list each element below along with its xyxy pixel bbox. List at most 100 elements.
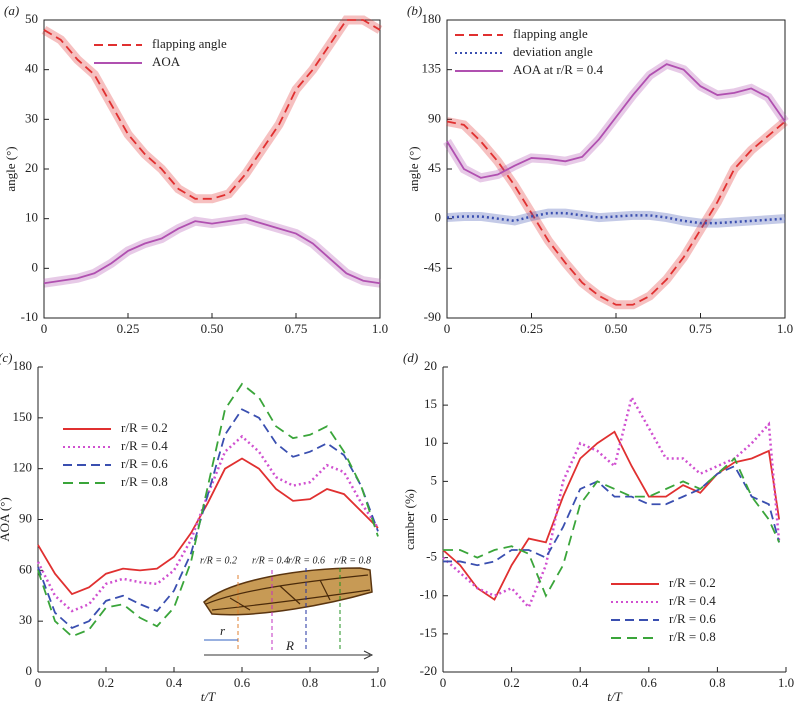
y-tick-label: -45	[424, 259, 441, 274]
x-axis-label: t/T	[607, 689, 622, 704]
x-tick-label: 0.75	[285, 321, 308, 336]
legend-label: r/R = 0.6	[121, 456, 168, 471]
y-tick-label: 5	[431, 472, 438, 487]
legend-label: AOA	[152, 54, 181, 69]
legend-label: AOA at r/R = 0.4	[513, 62, 604, 77]
y-tick-label: 0	[435, 210, 442, 225]
x-tick-label: 0	[41, 321, 48, 336]
x-tick-label: 0.25	[117, 321, 140, 336]
y-tick-label: 135	[422, 61, 442, 76]
annotation: r/R = 0.6	[288, 555, 325, 566]
x-tick-label: 1.0	[777, 321, 793, 336]
wing-vein	[205, 574, 371, 611]
legend-label: deviation angle	[513, 44, 593, 59]
y-tick-label: 10	[25, 210, 38, 225]
wing-inset: r/R = 0.2 r/R = 0.4 r/R = 0.6 r/R = 0.8 …	[200, 555, 374, 660]
series-line	[442, 430, 781, 601]
y-tick-label: 0	[32, 259, 39, 274]
x-tick-label: 0	[444, 321, 451, 336]
panel-label: (b)	[407, 3, 422, 18]
panel-label: (c)	[0, 350, 12, 365]
series-line	[37, 382, 379, 638]
legend-label: flapping angle	[513, 26, 588, 41]
x-tick-label: 0.75	[689, 321, 712, 336]
series-line	[43, 19, 381, 200]
x-tick-label: 0.6	[234, 675, 251, 690]
y-tick-label: -5	[426, 549, 437, 564]
series-line	[37, 408, 379, 629]
annotation: r	[220, 623, 226, 638]
series-line	[446, 211, 786, 225]
x-tick-label: 0.50	[201, 321, 224, 336]
y-tick-label: 20	[25, 160, 38, 175]
y-tick-label: 10	[424, 434, 437, 449]
legend-label: r/R = 0.8	[669, 629, 716, 644]
x-tick-label: 0.8	[709, 675, 725, 690]
y-tick-label: 40	[25, 61, 38, 76]
series-line	[443, 464, 781, 567]
annotation: r/R = 0.8	[334, 555, 371, 566]
legend-label: r/R = 0.4	[669, 593, 716, 608]
y-axis-label: AOA (°)	[0, 497, 12, 542]
series-line	[442, 394, 781, 610]
y-tick-label: 180	[13, 358, 33, 373]
y-axis-label: angle (°)	[406, 146, 421, 191]
x-tick-label: 1.0	[778, 675, 794, 690]
y-tick-label: 180	[422, 11, 442, 26]
y-tick-label: -90	[424, 309, 441, 324]
y-tick-label: 0	[26, 663, 33, 678]
x-tick-label: 0	[35, 675, 42, 690]
y-tick-label: 60	[19, 561, 32, 576]
legend-label: flapping angle	[152, 36, 227, 51]
y-tick-label: 20	[424, 358, 437, 373]
x-tick-label: 0	[440, 675, 447, 690]
x-tick-label: 0.6	[641, 675, 658, 690]
x-tick-label: 0.2	[98, 675, 114, 690]
panel-label: (a)	[4, 3, 19, 18]
y-tick-label: -10	[420, 587, 437, 602]
series-line	[37, 457, 379, 596]
x-tick-label: 1.0	[370, 675, 386, 690]
legend-label: r/R = 0.8	[121, 474, 168, 489]
y-tick-label: -15	[420, 625, 437, 640]
y-tick-label: 50	[25, 11, 38, 26]
y-tick-label: 45	[428, 160, 441, 175]
annotation: r/R = 0.4	[252, 555, 289, 566]
panel: 0 0.25 0.50 0.75 1.0 -90 -45 0 45 90 135 180(b) angl…	[406, 3, 793, 336]
y-axis-label: angle (°)	[3, 146, 18, 191]
panel: 0 0.2 0.4 0.6 0.8 1.0 0 30 60 90 120 150 180(c) AOA (…	[0, 350, 386, 704]
series-line	[446, 120, 786, 306]
arrow-head	[363, 650, 374, 660]
annotation: R	[285, 638, 294, 653]
panel: 0 0.2 0.4 0.6 0.8 1.0 -20 -15 -10 -5 0 5 10 15 20 (d) ca…	[402, 350, 794, 704]
x-tick-label: 0.2	[503, 675, 519, 690]
y-tick-label: 30	[19, 612, 32, 627]
x-tick-label: 0.8	[302, 675, 318, 690]
series-line	[43, 217, 381, 285]
y-axis-label: camber (%)	[402, 489, 417, 550]
legend-label: r/R = 0.2	[121, 420, 168, 435]
x-tick-label: 0.4	[166, 675, 183, 690]
y-tick-label: 30	[25, 110, 38, 125]
annotation: r/R = 0.2	[200, 555, 237, 566]
x-tick-label: 1.0	[372, 321, 388, 336]
y-tick-label: 90	[19, 510, 32, 525]
legend-label: r/R = 0.6	[669, 611, 716, 626]
legend-label: r/R = 0.4	[121, 438, 168, 453]
y-tick-label: 120	[13, 460, 33, 475]
series-line	[443, 457, 780, 598]
y-tick-label: 90	[428, 110, 441, 125]
y-tick-label: -10	[21, 309, 38, 324]
x-tick-label: 0.25	[520, 321, 543, 336]
y-tick-label: 15	[424, 396, 437, 411]
panel-label: (d)	[403, 350, 418, 365]
x-tick-label: 0.50	[605, 321, 628, 336]
y-tick-label: 150	[13, 409, 33, 424]
y-tick-label: 0	[431, 510, 438, 525]
y-tick-label: -20	[420, 663, 437, 678]
x-tick-label: 0.4	[572, 675, 589, 690]
x-axis-label: t/T	[201, 689, 216, 704]
